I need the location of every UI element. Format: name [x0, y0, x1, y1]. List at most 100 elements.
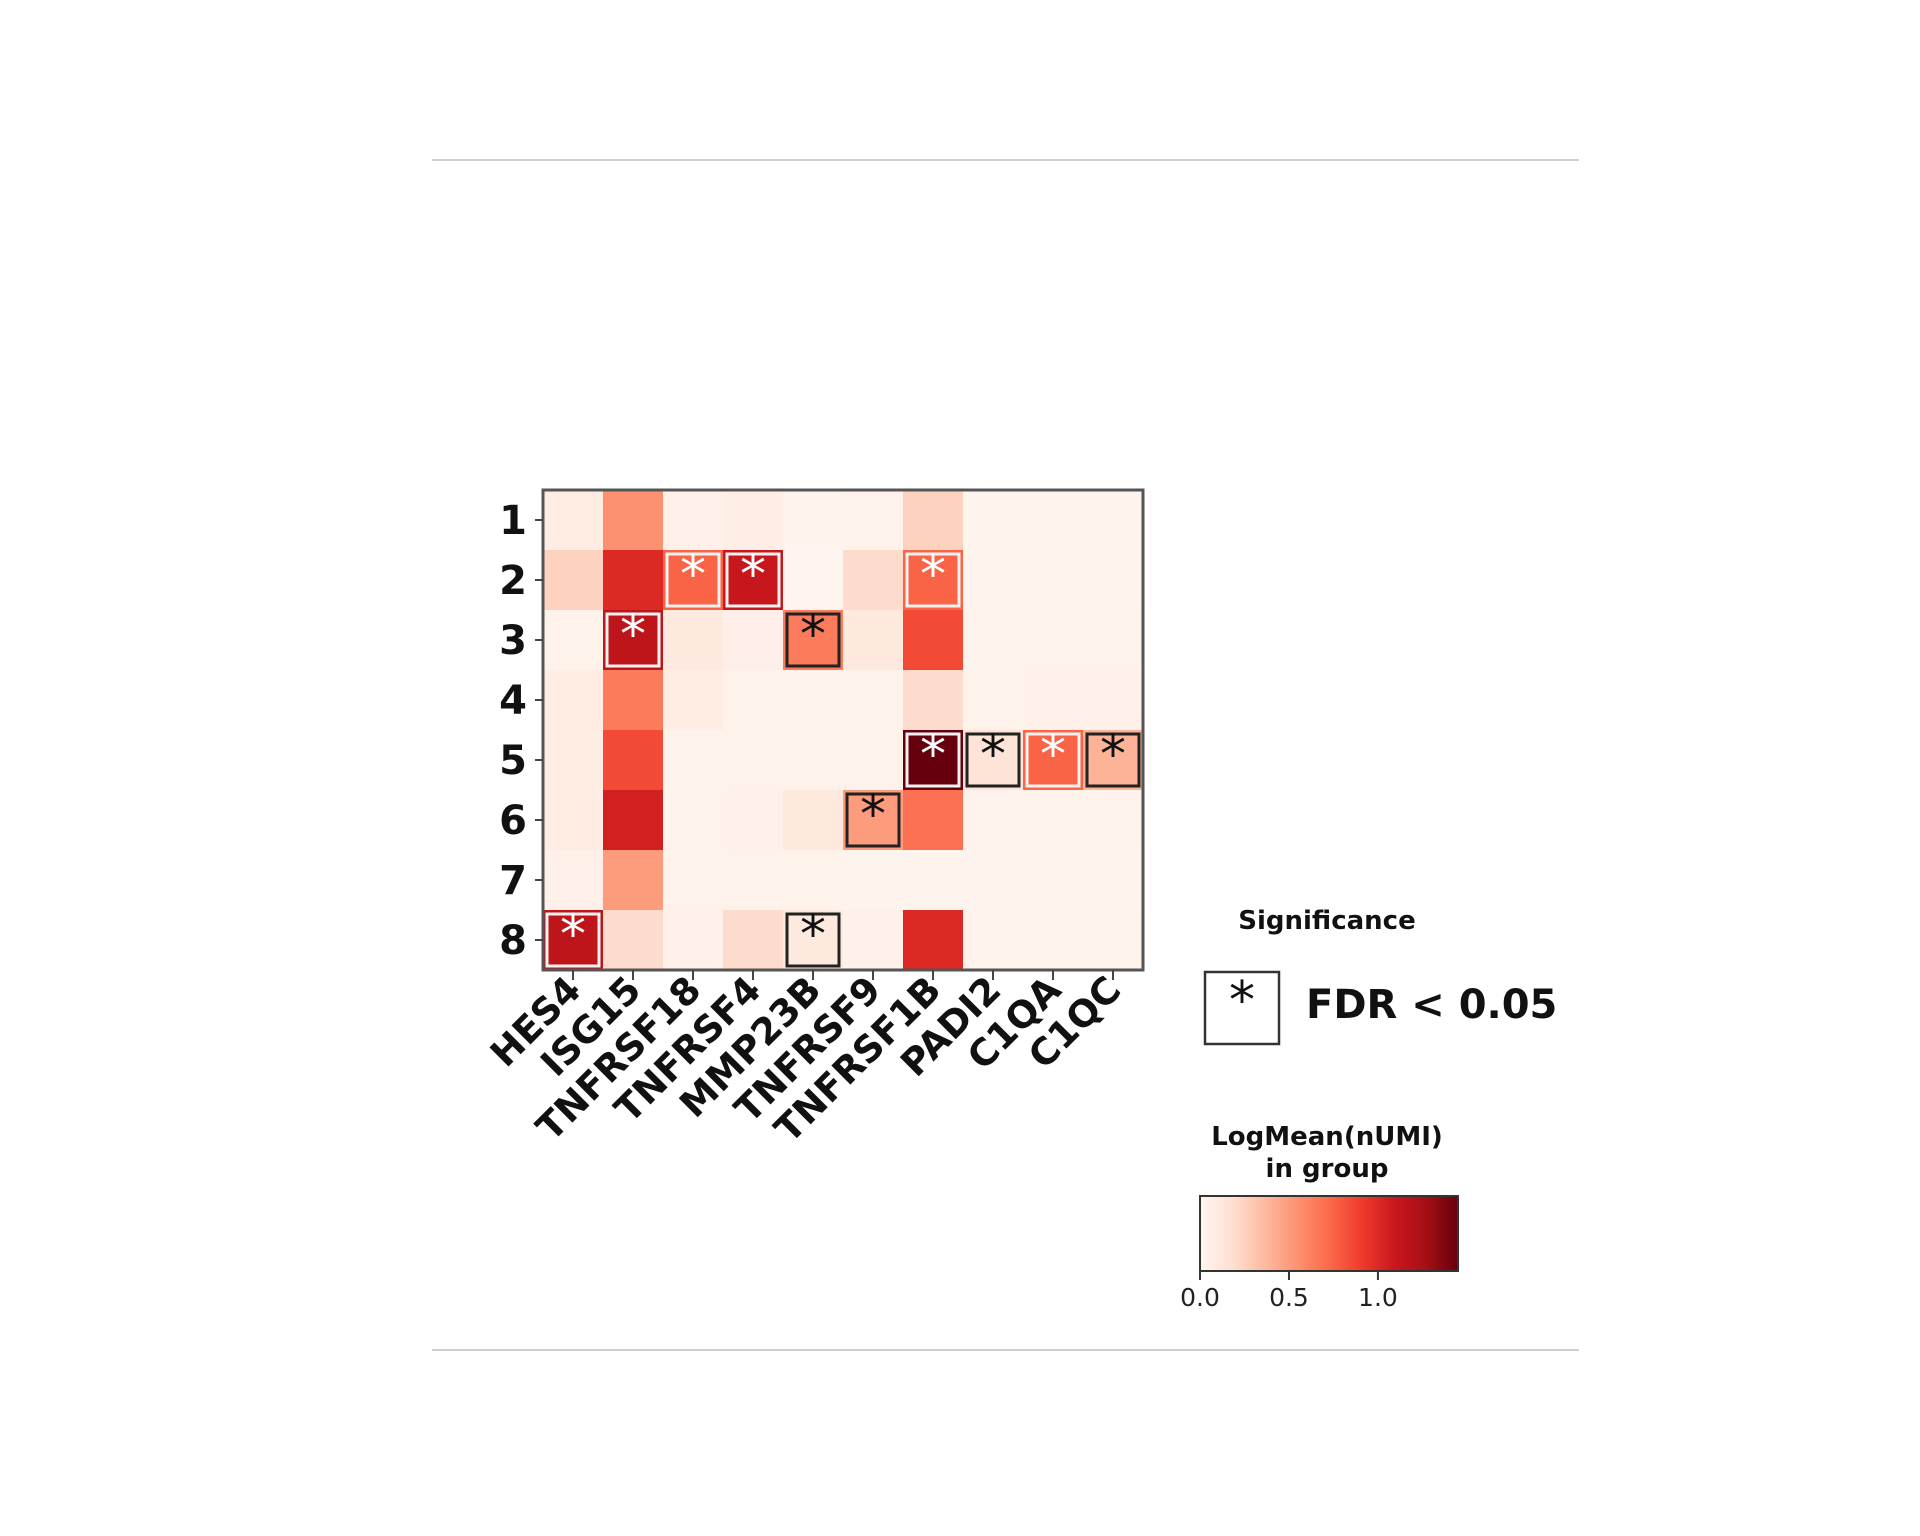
y-tick-label-1: 1: [499, 498, 527, 544]
heatmap-cell-r6-ISG15: [603, 790, 663, 850]
colorbar-ticks: 0.0 0.5 1.0: [1180, 1271, 1398, 1312]
heatmap-cell-r7-TNFRSF9: [843, 850, 903, 910]
heatmap-cell-r8-C1QA: [1023, 910, 1083, 970]
heatmap-cell-r2-TNFRSF4: [723, 550, 783, 610]
heatmap-cell-r5-C1QA: [1023, 730, 1083, 790]
significance-box-r8-c5: [785, 912, 841, 968]
x-axis: HES4ISG15TNFRSF18TNFRSF4MMP23BTNFRSF9TNF…: [482, 968, 1129, 1151]
y-tick-label-7: 7: [499, 858, 527, 904]
heatmap-cell-r8-TNFRSF18: [663, 910, 723, 970]
significance-box-r5-c7: [905, 732, 961, 788]
heatmap-cell-r5-TNFRSF4: [723, 730, 783, 790]
significance-legend-title: Significance: [1238, 906, 1415, 936]
heatmap-cell-r2-TNFRSF9: [843, 550, 903, 610]
y-tick-label-5: 5: [499, 738, 527, 784]
heatmap-cell-r6-HES4: [543, 790, 603, 850]
heatmap-cell-r1-C1QA: [1023, 490, 1083, 550]
significance-star-r8-c5: *: [800, 905, 826, 965]
heatmap-cell-r1-MMP23B: [783, 490, 843, 550]
heatmap-cells: [543, 490, 1143, 970]
heatmap-cell-r3-TNFRSF9: [843, 610, 903, 670]
heatmap-cell-r4-C1QA: [1023, 670, 1083, 730]
significance-markers: * * * * * * * * * * * *: [545, 545, 1141, 968]
heatmap-cell-r4-TNFRSF9: [843, 670, 903, 730]
significance-box-r5-c8: [965, 732, 1021, 788]
colorbar-tick-label-2: 1.0: [1358, 1283, 1398, 1312]
heatmap-cell-r6-TNFRSF9: [843, 790, 903, 850]
heatmap-cell-r2-MMP23B: [783, 550, 843, 610]
significance-box-r6-c6: [845, 792, 901, 848]
significance-box-r3-c5: [785, 612, 841, 668]
colorbar-tick-label-0: 0.0: [1180, 1283, 1220, 1312]
heatmap-cell-r3-ISG15: [603, 610, 663, 670]
heatmap-cell-r8-TNFRSF4: [723, 910, 783, 970]
heatmap-cell-r1-PADI2: [963, 490, 1023, 550]
heatmap-cell-r2-ISG15: [603, 550, 663, 610]
heatmap-cell-r1-TNFRSF18: [663, 490, 723, 550]
heatmap-cell-r7-TNFRSF18: [663, 850, 723, 910]
heatmap-cell-r4-TNFRSF18: [663, 670, 723, 730]
significance-star-r5-c10: *: [1100, 725, 1126, 785]
heatmap-cell-r6-TNFRSF1B: [903, 790, 963, 850]
top-divider: [432, 159, 1579, 161]
heatmap-cell-r6-MMP23B: [783, 790, 843, 850]
heatmap-cell-r5-ISG15: [603, 730, 663, 790]
heatmap-cell-r7-C1QC: [1083, 850, 1143, 910]
heatmap-cell-r7-TNFRSF4: [723, 850, 783, 910]
heatmap-cell-r3-TNFRSF4: [723, 610, 783, 670]
heatmap-cell-r4-TNFRSF4: [723, 670, 783, 730]
heatmap-cell-r5-C1QC: [1083, 730, 1143, 790]
heatmap-cell-r6-C1QC: [1083, 790, 1143, 850]
significance-legend-box: [1203, 970, 1281, 1046]
heatmap-cell-r5-TNFRSF9: [843, 730, 903, 790]
significance-legend-label: FDR < 0.05: [1306, 982, 1557, 1028]
colorbar: [1199, 1195, 1459, 1272]
heatmap-cell-r7-MMP23B: [783, 850, 843, 910]
heatmap-cell-r6-TNFRSF18: [663, 790, 723, 850]
heatmap-cell-r5-HES4: [543, 730, 603, 790]
heatmap-cell-r1-C1QC: [1083, 490, 1143, 550]
y-tick-label-6: 6: [499, 798, 527, 844]
heatmap-cell-r4-C1QC: [1083, 670, 1143, 730]
significance-box-r2-c4: [725, 552, 781, 608]
heatmap-cell-r2-TNFRSF1B: [903, 550, 963, 610]
heatmap-cell-r5-TNFRSF18: [663, 730, 723, 790]
heatmap-cell-r4-PADI2: [963, 670, 1023, 730]
heatmap-cell-r8-C1QC: [1083, 910, 1143, 970]
heatmap-cell-r8-TNFRSF9: [843, 910, 903, 970]
heatmap-cell-r5-PADI2: [963, 730, 1023, 790]
significance-box-r2-c7: [905, 552, 961, 608]
heatmap-cell-r3-PADI2: [963, 610, 1023, 670]
heatmap-cell-r1-TNFRSF1B: [903, 490, 963, 550]
heatmap-cell-r8-HES4: [543, 910, 603, 970]
heatmap-cell-r2-TNFRSF18: [663, 550, 723, 610]
heatmap-cell-r8-TNFRSF1B: [903, 910, 963, 970]
heatmap-cell-r2-PADI2: [963, 550, 1023, 610]
heatmap-cell-r7-ISG15: [603, 850, 663, 910]
significance-star-r3-c5: *: [800, 605, 826, 665]
significance-star-r5-c8: *: [980, 725, 1006, 785]
heatmap-cell-r2-C1QC: [1083, 550, 1143, 610]
heatmap-cell-r4-ISG15: [603, 670, 663, 730]
heatmap-cell-r3-C1QA: [1023, 610, 1083, 670]
heatmap-cell-r7-HES4: [543, 850, 603, 910]
y-tick-label-8: 8: [499, 918, 527, 964]
significance-box-r3-c2: [605, 612, 661, 668]
significance-box-r5-c9: [1025, 732, 1081, 788]
heatmap-cell-r2-C1QA: [1023, 550, 1083, 610]
heatmap-cell-r1-HES4: [543, 490, 603, 550]
plot-frame: [541, 488, 1145, 972]
heatmap-cell-r4-MMP23B: [783, 670, 843, 730]
heatmap-cell-r3-TNFRSF18: [663, 610, 723, 670]
heatmap-cell-r3-HES4: [543, 610, 603, 670]
significance-star-r6-c6: *: [860, 785, 886, 845]
heatmap-cell-r7-C1QA: [1023, 850, 1083, 910]
heatmap-cell-r1-ISG15: [603, 490, 663, 550]
heatmap-cell-r3-C1QC: [1083, 610, 1143, 670]
significance-star-r3-c2: *: [620, 605, 646, 665]
heatmap-cell-r8-ISG15: [603, 910, 663, 970]
significance-star-r8-c1: *: [560, 905, 586, 965]
colorbar-tick-label-1: 0.5: [1269, 1283, 1309, 1312]
heatmap-cell-r2-HES4: [543, 550, 603, 610]
